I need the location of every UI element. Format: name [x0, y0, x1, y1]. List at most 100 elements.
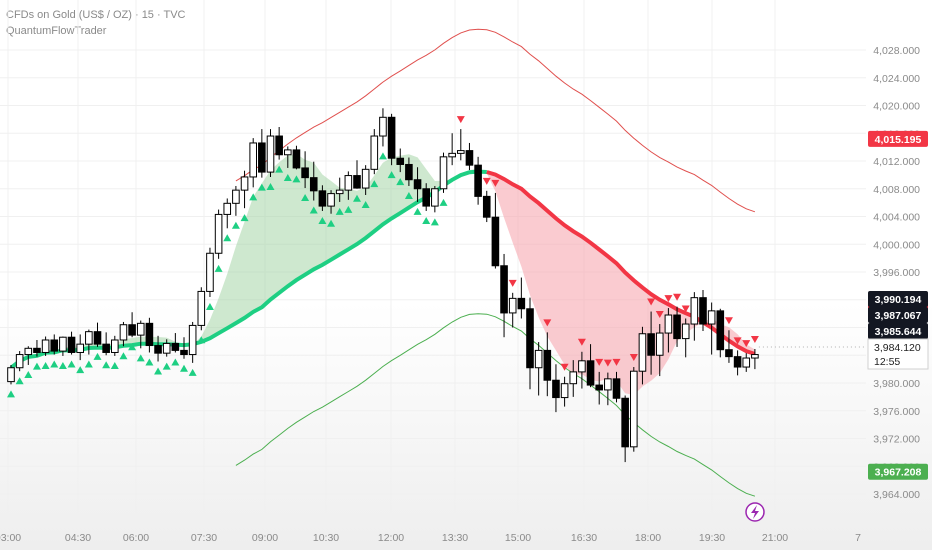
sell-signal [750, 336, 759, 344]
buy-signal [283, 173, 292, 181]
candle [266, 135, 275, 173]
sell-signal [673, 293, 682, 301]
candle [327, 193, 335, 207]
time-tick-label: 18:00 [635, 532, 661, 544]
time-tick-label: 09:00 [252, 532, 278, 544]
time-tick-label: 15:00 [505, 532, 531, 544]
price-tick-label: 3,972.000 [873, 434, 920, 446]
candle [725, 349, 733, 358]
indicator-name[interactable]: QuantumFlowTrader [6, 25, 107, 37]
buy-signal [404, 191, 413, 199]
candle [33, 347, 41, 353]
candle [370, 135, 379, 170]
candle [664, 314, 673, 334]
buy-signal [24, 370, 33, 378]
buy-signal [275, 165, 284, 173]
candle [673, 314, 681, 340]
sell-signal [603, 359, 612, 367]
candle [162, 342, 171, 354]
candle [508, 297, 517, 314]
buy-signal [240, 214, 249, 222]
candle [699, 297, 707, 325]
candle [638, 333, 647, 372]
buy-signal [387, 171, 396, 179]
candle [7, 367, 15, 383]
sell-signal [664, 295, 673, 303]
live-indicator[interactable] [745, 502, 765, 522]
time-axis[interactable]: 03:00 04:30 06:00 07:30 09:00 10:30 12:00 13:30… [0, 532, 861, 544]
candle [612, 378, 621, 399]
sell-signal [681, 305, 690, 313]
sell-signal [508, 279, 517, 287]
buy-signal [318, 216, 327, 224]
candle [67, 336, 76, 353]
lower-band-line [235, 313, 756, 497]
candle [353, 175, 361, 189]
price-tags: 4,015.1953,991.2013,990.1943,987.0673,98… [758, 130, 929, 480]
buy-signal [413, 207, 422, 215]
trend-line-bear [486, 170, 756, 356]
candle [284, 149, 292, 156]
buy-signal [145, 358, 154, 366]
buy-signal [136, 354, 145, 362]
buy-signal [214, 264, 223, 272]
time-tick-label: 04:30 [65, 532, 91, 544]
candle [681, 323, 690, 340]
sell-signal [595, 358, 604, 366]
candle [439, 156, 448, 190]
candle [206, 252, 214, 292]
sell-signal [482, 177, 491, 185]
price-tick-label: 4,028.000 [873, 45, 920, 57]
time-tick-label: 16:30 [571, 532, 597, 544]
candle [102, 343, 110, 353]
candle [560, 383, 569, 399]
candle [223, 202, 232, 215]
price-tick-label: 4,020.000 [873, 101, 920, 113]
lower-band-tag-box [868, 463, 928, 480]
candle [76, 343, 85, 353]
buy-signal [119, 352, 128, 360]
buy-signal [335, 207, 344, 215]
candles [7, 108, 759, 463]
buy-signal [378, 152, 387, 160]
buy-signal [231, 221, 240, 229]
current-price-box [867, 338, 929, 370]
candle [647, 333, 655, 356]
buy-signal [76, 366, 85, 374]
candle [474, 164, 482, 197]
buy-signal [205, 302, 214, 310]
candle [655, 332, 664, 356]
buy-signal [223, 234, 232, 242]
candle [197, 290, 206, 326]
candle [154, 345, 162, 354]
buy-signal [84, 360, 93, 368]
candle [482, 195, 491, 218]
buy-signal [430, 218, 439, 226]
buy-signal [110, 361, 119, 369]
price-tag-box [868, 323, 928, 339]
candle [586, 360, 595, 386]
price-tick-label: 3,996.000 [873, 267, 920, 279]
candle [630, 370, 638, 448]
candle [526, 308, 534, 369]
candle [733, 356, 742, 368]
buy-signal [361, 200, 370, 208]
price-tick-label: 3,980.000 [873, 378, 920, 390]
lightning-icon[interactable] [745, 502, 765, 522]
price-tag-box [868, 307, 928, 323]
price-tick-label: 4,012.000 [873, 156, 920, 168]
indicator-bands [9, 28, 756, 497]
candle [50, 339, 59, 352]
time-tick-label: 7 [855, 532, 861, 544]
buy-signal [396, 178, 405, 186]
candle [534, 349, 543, 369]
candle [621, 397, 629, 448]
buy-signal [370, 180, 379, 188]
candle [93, 331, 102, 345]
candle [180, 349, 188, 356]
price-axis[interactable]: 3,964.0003,968.0003,972.0003,976.0003,98… [873, 45, 920, 501]
price-tag: 3,985.644 [875, 326, 922, 338]
buy-signal [58, 361, 67, 369]
buy-signal [32, 362, 41, 370]
